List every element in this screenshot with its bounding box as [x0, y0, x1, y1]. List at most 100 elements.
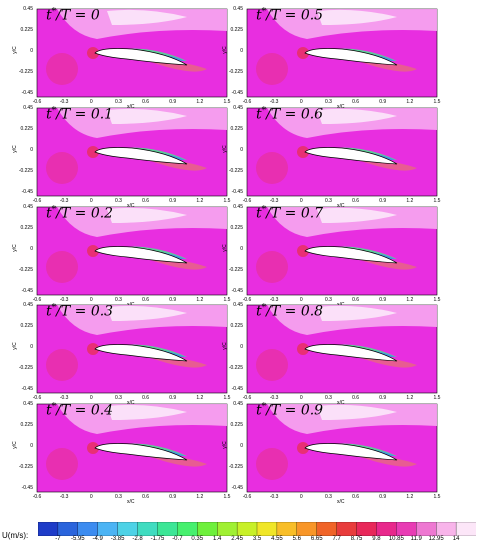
x-tick-label: 1.5: [433, 198, 441, 204]
velocity-contour-plot: [36, 206, 228, 296]
x-tick-label: 0.6: [142, 395, 150, 401]
velocity-contour-plot: [246, 8, 438, 98]
colorbar-swatch: [436, 522, 457, 536]
colorbar-tick-label: 1.4: [213, 536, 222, 542]
colorbar-tick-label: -0.7: [172, 536, 183, 542]
y-tick-label: -0.225: [18, 69, 33, 75]
colorbar-swatch: [455, 522, 476, 536]
x-tick-label: 0.9: [379, 297, 387, 303]
y-tick-label: -0.225: [228, 267, 243, 273]
y-tick-label: 0: [30, 246, 33, 252]
flow-panel: 0.45 0.225 0 -0.225 -0.45 -0.6 -0.3 0 0.3 0.6 0.9 1…: [12, 204, 231, 308]
x-tick-label: 0.9: [169, 297, 177, 303]
x-tick-label: 0: [299, 99, 303, 105]
y-tick-label: 0: [30, 443, 33, 449]
colorbar-swatch: [316, 522, 338, 536]
y-tick-label: 0.45: [23, 302, 33, 308]
x-tick-label: 0.3: [324, 297, 332, 303]
x-tick-label: 0.3: [114, 198, 122, 204]
colorbar-swatch: [197, 522, 218, 536]
x-tick-label: 0.3: [324, 198, 332, 204]
y-tick-label: -0.225: [228, 464, 243, 470]
colorbar-tick-label: -7: [55, 536, 61, 542]
x-tick-label: 1.2: [406, 395, 414, 401]
y-axis-label: y/C: [11, 46, 18, 54]
y-tick-label: 0.45: [23, 6, 33, 12]
time-label: t*/T = 0.8: [256, 303, 324, 320]
colorbar-swatch: [376, 522, 397, 536]
x-tick-label: 0.6: [352, 297, 360, 303]
x-tick-label: 1.2: [196, 494, 204, 500]
y-tick-label: 0.45: [233, 302, 243, 308]
y-tick-label: -0.45: [21, 485, 33, 491]
flow-panel: 0.45 0.225 0 -0.225 -0.45 -0.6 -0.3 0 0.3 0.6 0.9 1…: [222, 401, 441, 505]
x-tick-label: -0.6: [242, 395, 252, 401]
flow-panel: 0.45 0.225 0 -0.225 -0.45 -0.6 -0.3 0 0.3 0.6 0.9 1…: [222, 105, 441, 209]
x-tick-label: 1.5: [223, 494, 231, 500]
x-tick-label: 0.6: [352, 198, 360, 204]
x-tick-label: 0: [299, 494, 303, 500]
colorbar-tick-label: 3.5: [252, 536, 262, 542]
colorbar-tick-label: 11.9: [410, 536, 422, 542]
y-tick-label: 0.225: [20, 27, 33, 33]
y-tick-label: 0: [30, 48, 33, 54]
x-tick-label: 0.9: [379, 99, 387, 105]
colorbar-swatch: [177, 522, 198, 536]
y-tick-label: 0.45: [23, 401, 33, 407]
x-tick-label: 0.6: [352, 395, 360, 401]
colorbar-swatch: [57, 522, 79, 536]
x-tick-label: -0.3: [59, 297, 69, 303]
x-axis-label: x/C: [127, 400, 135, 406]
y-tick-label: 0.225: [20, 422, 33, 428]
y-tick-label: -0.45: [231, 90, 243, 96]
x-tick-label: 1.5: [433, 395, 441, 401]
x-axis-label: x/C: [127, 499, 135, 505]
y-tick-label: 0.225: [230, 126, 243, 132]
x-tick-label: 0.9: [379, 198, 387, 204]
x-tick-label: 0.9: [169, 198, 177, 204]
x-tick-label: 0.9: [169, 395, 177, 401]
colorbar: [38, 522, 476, 536]
x-tick-label: 0.6: [142, 99, 150, 105]
x-tick-label: 0: [89, 198, 93, 204]
y-tick-label: -0.45: [21, 90, 33, 96]
x-tick-label: 0: [89, 395, 93, 401]
x-tick-label: 0.6: [352, 99, 360, 105]
flow-panel: 0.45 0.225 0 -0.225 -0.45 -0.6 -0.3 0 0.3 0.6 0.9 1…: [12, 302, 231, 406]
y-axis-label: y/C: [11, 145, 18, 153]
flow-panel: 0.45 0.225 0 -0.225 -0.45 -0.6 -0.3 0 0.3 0.6 0.9 1…: [12, 401, 231, 505]
x-tick-label: 1.5: [223, 198, 231, 204]
x-tick-label: -0.6: [32, 395, 42, 401]
flow-panel: 0.45 0.225 0 -0.225 -0.45 -0.6 -0.3 0 0.3 0.6 0.9 1…: [222, 302, 441, 406]
flow-panel: 0.45 0.225 0 -0.225 -0.45 -0.6 -0.3 0 0.3 0.6 0.9 1…: [222, 204, 441, 308]
velocity-contour-plot: [36, 8, 228, 98]
x-tick-label: 1.5: [433, 494, 441, 500]
x-tick-label: 0: [89, 494, 93, 500]
y-axis-label: y/C: [11, 441, 18, 449]
x-tick-label: -0.6: [242, 494, 252, 500]
y-tick-label: 0.225: [230, 422, 243, 428]
colorbar-tick-label: 6.65: [310, 536, 323, 542]
flow-panel: 0.45 0.225 0 -0.225 -0.45 -0.6 -0.3 0 0.3 0.6 0.9 1…: [12, 105, 231, 209]
x-tick-label: 0.3: [114, 395, 122, 401]
x-tick-label: 0.3: [324, 395, 332, 401]
x-axis-label: x/C: [337, 104, 345, 110]
colorbar-tick-label: -3.85: [110, 536, 125, 542]
colorbar-tick-label: -5.95: [70, 536, 85, 542]
x-tick-label: 1.2: [196, 99, 204, 105]
time-label: t*/T = 0.1: [46, 106, 114, 123]
x-tick-label: 1.2: [406, 198, 414, 204]
flow-panel: 0.45 0.225 0 -0.225 -0.45 -0.6 -0.3 0 0.3 0.6 0.9 1…: [12, 6, 231, 110]
x-tick-label: 1.5: [433, 99, 441, 105]
x-tick-label: 1.5: [223, 395, 231, 401]
time-label: t*/T = 0.4: [46, 402, 114, 419]
x-tick-label: 1.2: [406, 297, 414, 303]
x-tick-label: 0.6: [142, 494, 150, 500]
y-tick-label: -0.45: [21, 386, 33, 392]
colorbar-swatch: [77, 522, 99, 536]
y-tick-label: -0.225: [18, 365, 33, 371]
y-tick-label: 0.225: [230, 27, 243, 33]
y-tick-label: 0.225: [230, 323, 243, 329]
y-tick-label: 0: [240, 344, 243, 350]
